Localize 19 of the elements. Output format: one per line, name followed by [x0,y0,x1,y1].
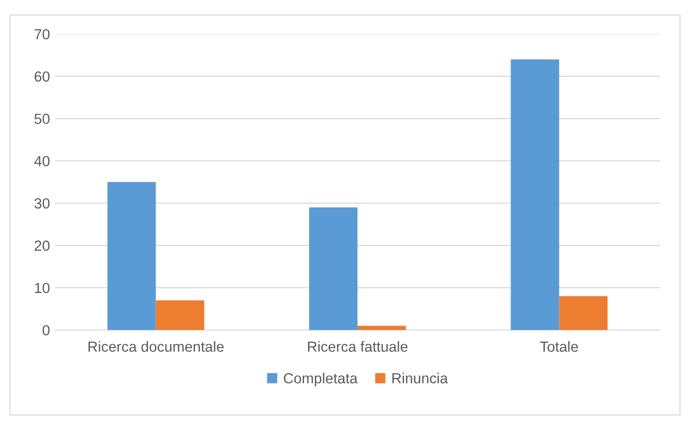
bar [510,59,560,330]
legend-label: Completata [284,372,358,386]
y-tick-label: 50 [34,114,50,124]
bar [358,326,406,330]
y-tick-label: 0 [42,325,50,336]
y-tick-label: 20 [34,240,50,251]
y-tick-label: 60 [34,71,50,82]
y-tick-label: 70 [34,29,50,40]
x-tick-label: Totale [540,341,578,352]
y-tick-label: 10 [35,282,50,294]
bar [559,296,608,330]
y-tick-label: 40 [34,156,50,166]
x-tick-label: Ricerca documentale [88,341,224,352]
bar [156,300,204,330]
y-tick-label: 30 [34,198,50,209]
legend-label: Rinuncia [392,372,448,384]
x-tick-label: Ricerca fattuale [308,341,408,352]
bar [309,207,358,330]
bar [107,182,156,330]
